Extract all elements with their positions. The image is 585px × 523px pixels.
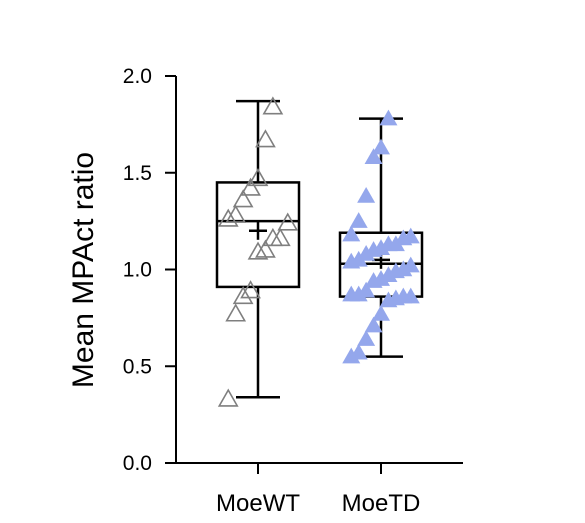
data-point-triangle: [247, 241, 269, 260]
y-tick-label: 1.0: [123, 259, 152, 282]
data-point-triangle: [401, 287, 420, 304]
y-tick-label: 2.0: [123, 65, 152, 88]
data-point-triangle: [262, 96, 284, 115]
data-point-triangle: [401, 256, 420, 273]
y-tick-label: 1.5: [123, 162, 152, 185]
data-point-triangle: [357, 186, 376, 203]
data-point-triangle: [379, 109, 398, 126]
y-tick-label: 0.0: [123, 452, 152, 475]
data-point-triangle: [349, 343, 368, 360]
data-point-triangle: [342, 225, 361, 242]
data-point-triangle: [401, 227, 420, 244]
data-point-triangle: [232, 285, 254, 305]
data-point-triangle: [225, 303, 247, 322]
points: [217, 96, 420, 407]
data-point-triangle: [277, 212, 299, 231]
data-point-triangle: [247, 167, 269, 187]
y-axis-title: Mean MPAct ratio: [67, 152, 100, 388]
axes: [165, 75, 463, 474]
data-point-triangle: [364, 316, 383, 333]
data-point-triangle: [269, 227, 291, 247]
box-iqr: [215, 181, 301, 289]
data-point-triangle: [217, 388, 239, 407]
data-point-triangle: [225, 204, 247, 223]
data-point-triangle: [372, 305, 390, 321]
data-point-triangle: [217, 208, 239, 227]
data-point-triangle: [240, 177, 261, 196]
data-point-triangle: [255, 129, 276, 148]
data-point-triangle: [240, 280, 261, 299]
data-point-triangle: [372, 138, 390, 155]
data-point-triangle: [364, 148, 383, 165]
data-point-triangle: [255, 239, 276, 258]
data-point-triangle: [357, 281, 376, 298]
labels: 0.0 0.5 1.0 1.5 2.0 MoeWT MoeTD: [123, 65, 421, 517]
x-category-label: MoeTD: [342, 490, 421, 517]
data-point-triangle: [357, 330, 376, 346]
y-tick-label: 0.5: [123, 355, 152, 378]
y-axis-title-group: Mean MPAct ratio: [67, 152, 100, 388]
data-point-triangle: [232, 189, 254, 208]
x-category-label: MoeWT: [216, 490, 300, 517]
data-point-triangle: [349, 212, 368, 228]
